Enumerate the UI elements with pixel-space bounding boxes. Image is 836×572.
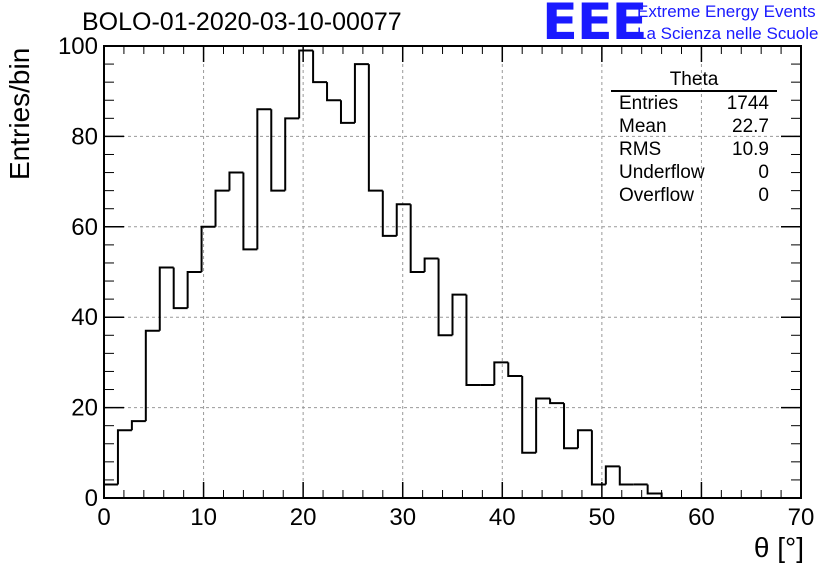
- stats-title: Theta: [611, 70, 777, 92]
- histogram-bin: [312, 50, 328, 84]
- stats-value: 10.9: [732, 139, 769, 160]
- histogram-bin: [423, 257, 439, 272]
- histogram-bin: [437, 258, 453, 337]
- x-tick-label: 40: [489, 504, 516, 531]
- y-tick-label: 60: [71, 214, 98, 241]
- stats-label: Overflow: [619, 185, 694, 206]
- stats-value: 22.7: [732, 116, 769, 137]
- stats-value: 0: [758, 185, 769, 206]
- histogram-bin: [144, 329, 160, 422]
- stats-row: Overflow 0: [611, 184, 777, 207]
- histogram-bin: [242, 172, 258, 251]
- y-tick-label: 80: [71, 123, 98, 150]
- histogram-bin: [395, 203, 411, 236]
- plot-frame: [103, 45, 802, 499]
- x-axis: 0 10 20 30 40 50 60 70: [97, 46, 814, 531]
- histogram-bin: [256, 108, 272, 250]
- histogram-bin: [339, 100, 355, 124]
- histogram-bin: [158, 266, 174, 331]
- histogram-bin: [535, 397, 551, 453]
- y-tick-label: 20: [71, 395, 98, 422]
- stats-row: RMS 10.9: [611, 138, 777, 161]
- histogram-bin: [130, 420, 146, 431]
- histogram-bin: [326, 82, 341, 102]
- histogram-series: [103, 49, 663, 498]
- histogram-bin: [367, 64, 383, 192]
- histogram-bin: [284, 117, 300, 191]
- histogram-bin: [116, 429, 132, 485]
- stats-label: Mean: [619, 116, 667, 137]
- histogram-bin: [409, 204, 425, 273]
- histogram-bin: [214, 189, 230, 227]
- x-tick-label: 70: [788, 504, 815, 531]
- stats-box: Theta Entries 1744 Mean 22.7 RMS 10.9 Un…: [611, 70, 777, 207]
- histogram-bin: [103, 483, 118, 498]
- stats-row: Mean 22.7: [611, 115, 777, 138]
- histogram-bin: [604, 465, 620, 485]
- y-axis: 0 20 40 60 80 100: [58, 33, 801, 512]
- histogram-bin: [563, 403, 578, 450]
- stats-row: Entries 1744: [611, 92, 777, 115]
- histogram-bin: [172, 267, 188, 310]
- y-tick-label: 0: [85, 485, 98, 512]
- histogram-bin: [590, 430, 606, 486]
- histogram-bin: [200, 225, 216, 272]
- x-axis-label: θ [°]: [753, 532, 804, 563]
- eee-logo: EEE: [542, 0, 647, 51]
- histogram-bin: [521, 375, 537, 454]
- histogram-bin: [549, 398, 565, 405]
- histogram-bin: [228, 171, 244, 191]
- histogram-bin: [353, 63, 369, 123]
- stats-label: RMS: [619, 139, 662, 160]
- x-tick-label: 10: [190, 504, 217, 531]
- x-tick-label: 60: [688, 504, 715, 531]
- histogram-bin: [618, 466, 634, 486]
- y-tick-label: 40: [71, 304, 98, 331]
- stats-label: Entries: [619, 93, 679, 114]
- y-axis-label: Entries/bin: [4, 47, 35, 180]
- chart-title: BOLO-01-2020-03-10-00077: [82, 8, 402, 36]
- stats-row: Underflow 0: [611, 161, 777, 184]
- x-tick-label: 0: [97, 504, 110, 531]
- x-tick-label: 50: [589, 504, 616, 531]
- histogram-bin: [186, 271, 202, 309]
- stats-label: Underflow: [619, 162, 705, 183]
- histogram-bin: [493, 361, 509, 385]
- logo-subtitle-1: Extreme Energy Events: [637, 2, 816, 21]
- stats-value: 1744: [726, 93, 769, 114]
- histogram-bin: [270, 109, 286, 192]
- logo-subtitle-2: La Scienza nelle Scuole: [637, 24, 819, 43]
- stats-value: 0: [758, 162, 769, 183]
- histogram-bin: [298, 49, 314, 119]
- histogram-bin: [465, 294, 481, 386]
- histogram-bin: [646, 484, 663, 498]
- histogram-bin: [576, 429, 592, 449]
- histogram-bin: [381, 190, 397, 237]
- x-tick-label: 20: [290, 504, 317, 531]
- histogram-bin: [451, 293, 467, 336]
- plot-border: [103, 45, 802, 499]
- y-tick-label: 100: [58, 33, 98, 60]
- x-tick-label: 30: [389, 504, 416, 531]
- histogram-bin: [507, 362, 523, 377]
